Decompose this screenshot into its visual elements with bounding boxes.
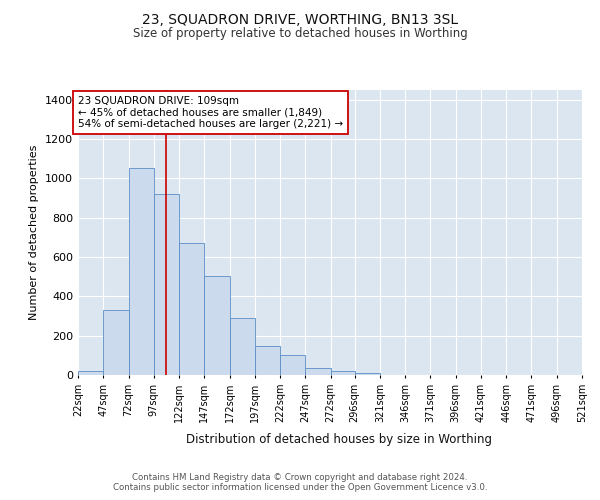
Bar <box>103 310 128 375</box>
Text: 23 SQUADRON DRIVE: 109sqm
← 45% of detached houses are smaller (1,849)
54% of se: 23 SQUADRON DRIVE: 109sqm ← 45% of detac… <box>78 96 343 129</box>
Y-axis label: Number of detached properties: Number of detached properties <box>29 145 40 320</box>
Bar <box>179 244 204 375</box>
Bar <box>128 168 154 375</box>
Bar <box>305 368 331 375</box>
Bar <box>154 194 179 375</box>
Bar <box>78 371 103 375</box>
Bar <box>204 276 230 375</box>
Text: 23, SQUADRON DRIVE, WORTHING, BN13 3SL: 23, SQUADRON DRIVE, WORTHING, BN13 3SL <box>142 12 458 26</box>
Bar <box>255 346 280 375</box>
Text: Size of property relative to detached houses in Worthing: Size of property relative to detached ho… <box>133 28 467 40</box>
Bar <box>331 371 355 375</box>
Bar <box>280 356 305 375</box>
Text: Distribution of detached houses by size in Worthing: Distribution of detached houses by size … <box>186 432 492 446</box>
Text: Contains HM Land Registry data © Crown copyright and database right 2024.
Contai: Contains HM Land Registry data © Crown c… <box>113 473 487 492</box>
Bar <box>230 318 255 375</box>
Bar <box>355 372 380 375</box>
